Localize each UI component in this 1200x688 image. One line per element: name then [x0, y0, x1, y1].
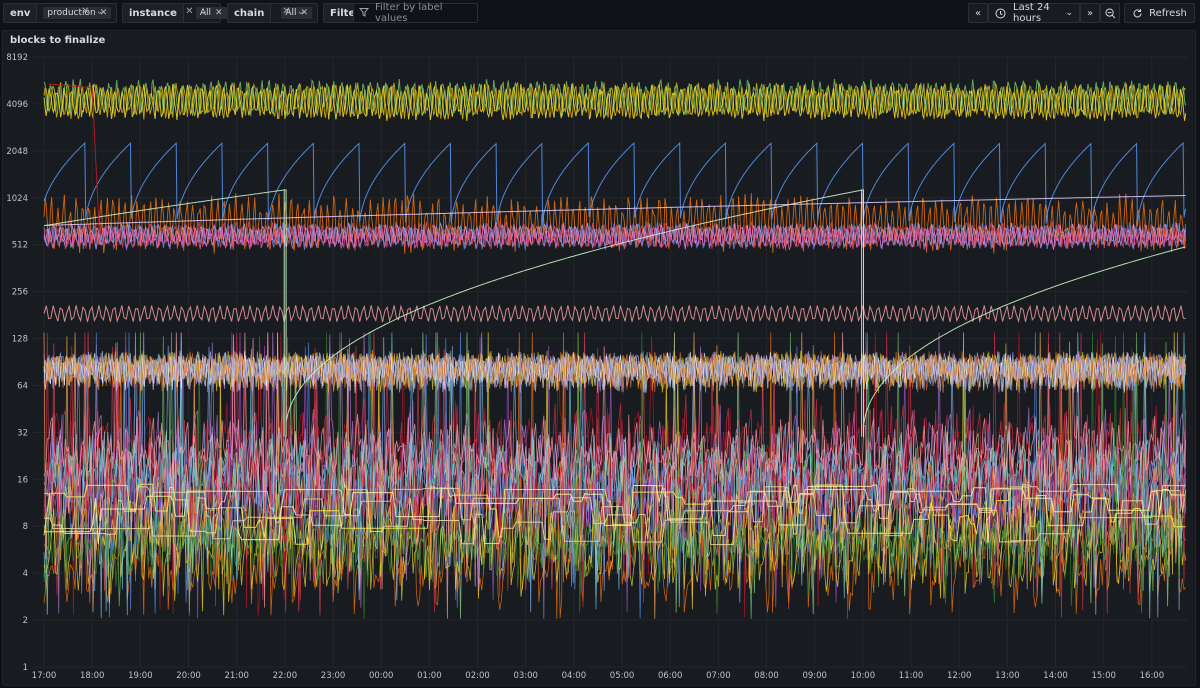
x-tick-label: 08:00	[754, 671, 779, 681]
chevron-down-icon[interactable]: ✕⌄	[282, 6, 311, 17]
series-line	[43, 83, 1187, 122]
chevron-down-icon[interactable]: ✕⌄	[185, 6, 214, 17]
instance-value: All	[199, 8, 212, 18]
y-tick-label: 4	[23, 569, 28, 579]
env-value-chip[interactable]: production ✕	[43, 7, 112, 19]
y-tick-label: 256	[12, 288, 28, 298]
series-line	[43, 332, 1186, 619]
x-tick-label: 23:00	[321, 671, 346, 681]
x-tick-label: 00:00	[369, 671, 394, 681]
series-line	[43, 332, 1186, 619]
x-tick-label: 09:00	[802, 671, 827, 681]
x-tick-label: 14:00	[1043, 671, 1068, 681]
chevron-down-icon: ⌄	[1065, 8, 1073, 18]
filters-placeholder: Filter by label values	[375, 2, 443, 24]
x-tick-label: 11:00	[899, 671, 924, 681]
x-tick-label: 02:00	[465, 671, 490, 681]
series-line	[43, 483, 1186, 545]
instance-label: instance	[123, 4, 184, 22]
x-tick-label: 21:00	[224, 671, 249, 681]
y-tick-label: 128	[12, 335, 28, 345]
x-tick-label: 15:00	[1091, 671, 1116, 681]
y-tick-label: 2	[23, 616, 28, 626]
x-tick-label: 07:00	[706, 671, 731, 681]
filters-input[interactable]: Filter by label values	[353, 2, 478, 24]
x-tick-label: 16:00	[1140, 671, 1165, 681]
series-line	[48, 83, 100, 235]
env-label: env	[4, 4, 38, 22]
y-tick-label: 8	[23, 522, 28, 532]
x-tick-label: 03:00	[513, 671, 538, 681]
x-tick-label: 22:00	[273, 671, 298, 681]
series-line	[44, 485, 1187, 545]
time-range-picker[interactable]: Last 24 hours ⌄	[988, 2, 1080, 24]
x-tick-label: 10:00	[851, 671, 876, 681]
chain-value: All	[285, 8, 297, 18]
x-tick-label: 05:00	[610, 671, 635, 681]
series-line	[43, 189, 1186, 437]
x-tick-label: 19:00	[128, 671, 153, 681]
refresh-button[interactable]: Refresh	[1124, 3, 1195, 23]
y-tick-label: 1024	[6, 194, 28, 204]
y-tick-label: 1	[23, 663, 28, 673]
series-line	[43, 332, 1186, 619]
time-range-label: Last 24 hours	[1013, 2, 1050, 24]
chain-variable[interactable]: chain All ✕ ✕⌄	[227, 3, 318, 23]
series-line	[43, 332, 1186, 619]
y-tick-label: 512	[12, 241, 28, 251]
series-line	[43, 332, 1186, 619]
series-line	[43, 221, 1187, 250]
series-line	[44, 484, 1186, 545]
series-line	[43, 141, 1187, 227]
x-tick-label: 12:00	[947, 671, 972, 681]
instance-value-chip[interactable]: All ✕	[195, 7, 227, 19]
x-tick-label: 01:00	[417, 671, 442, 681]
x-tick-label: 06:00	[658, 671, 683, 681]
series-line	[43, 78, 1187, 117]
refresh-label: Refresh	[1149, 7, 1187, 19]
x-tick-label: 13:00	[995, 671, 1020, 681]
close-icon[interactable]: ✕	[300, 8, 309, 18]
x-tick-label: 18:00	[80, 671, 105, 681]
series-line	[43, 222, 1187, 251]
env-variable[interactable]: env production ✕ ✕⌄	[3, 3, 117, 23]
series-line	[43, 81, 1186, 120]
y-tick-label: 32	[17, 428, 28, 438]
zoom-out-icon[interactable]	[1100, 3, 1120, 23]
close-icon[interactable]: ✕	[99, 8, 108, 18]
env-value: production	[47, 8, 96, 18]
chevrons-left-icon[interactable]: «	[968, 3, 988, 23]
x-tick-label: 17:00	[32, 671, 57, 681]
panel-title: blocks to finalize	[10, 35, 106, 46]
refresh-icon	[1132, 8, 1143, 19]
filter-icon	[358, 7, 370, 20]
series-line	[43, 195, 1186, 226]
y-tick-label: 8192	[6, 53, 28, 63]
chevrons-right-icon[interactable]: »	[1080, 3, 1100, 23]
close-icon[interactable]: ✕	[215, 8, 223, 18]
x-tick-label: 20:00	[176, 671, 201, 681]
clock-icon	[995, 8, 1006, 19]
series-line	[43, 350, 1186, 394]
instance-variable[interactable]: instance All ✕ ✕⌄	[122, 3, 227, 23]
x-tick-label: 04:00	[562, 671, 587, 681]
y-tick-label: 2048	[6, 147, 28, 157]
dashboard-toolbar: env production ✕ ✕⌄ instance All ✕ ✕⌄ ch…	[0, 0, 1200, 26]
chain-value-chip[interactable]: All ✕	[281, 7, 313, 19]
y-tick-label: 16	[17, 475, 28, 485]
y-tick-label: 64	[17, 381, 28, 391]
series-line	[43, 193, 1187, 254]
chain-label: chain	[228, 4, 272, 22]
series-line	[43, 304, 1186, 324]
series-line	[43, 226, 1187, 251]
series-line	[43, 332, 1186, 618]
chevron-down-icon[interactable]: ✕⌄	[81, 6, 110, 17]
y-tick-label: 4096	[6, 100, 28, 110]
